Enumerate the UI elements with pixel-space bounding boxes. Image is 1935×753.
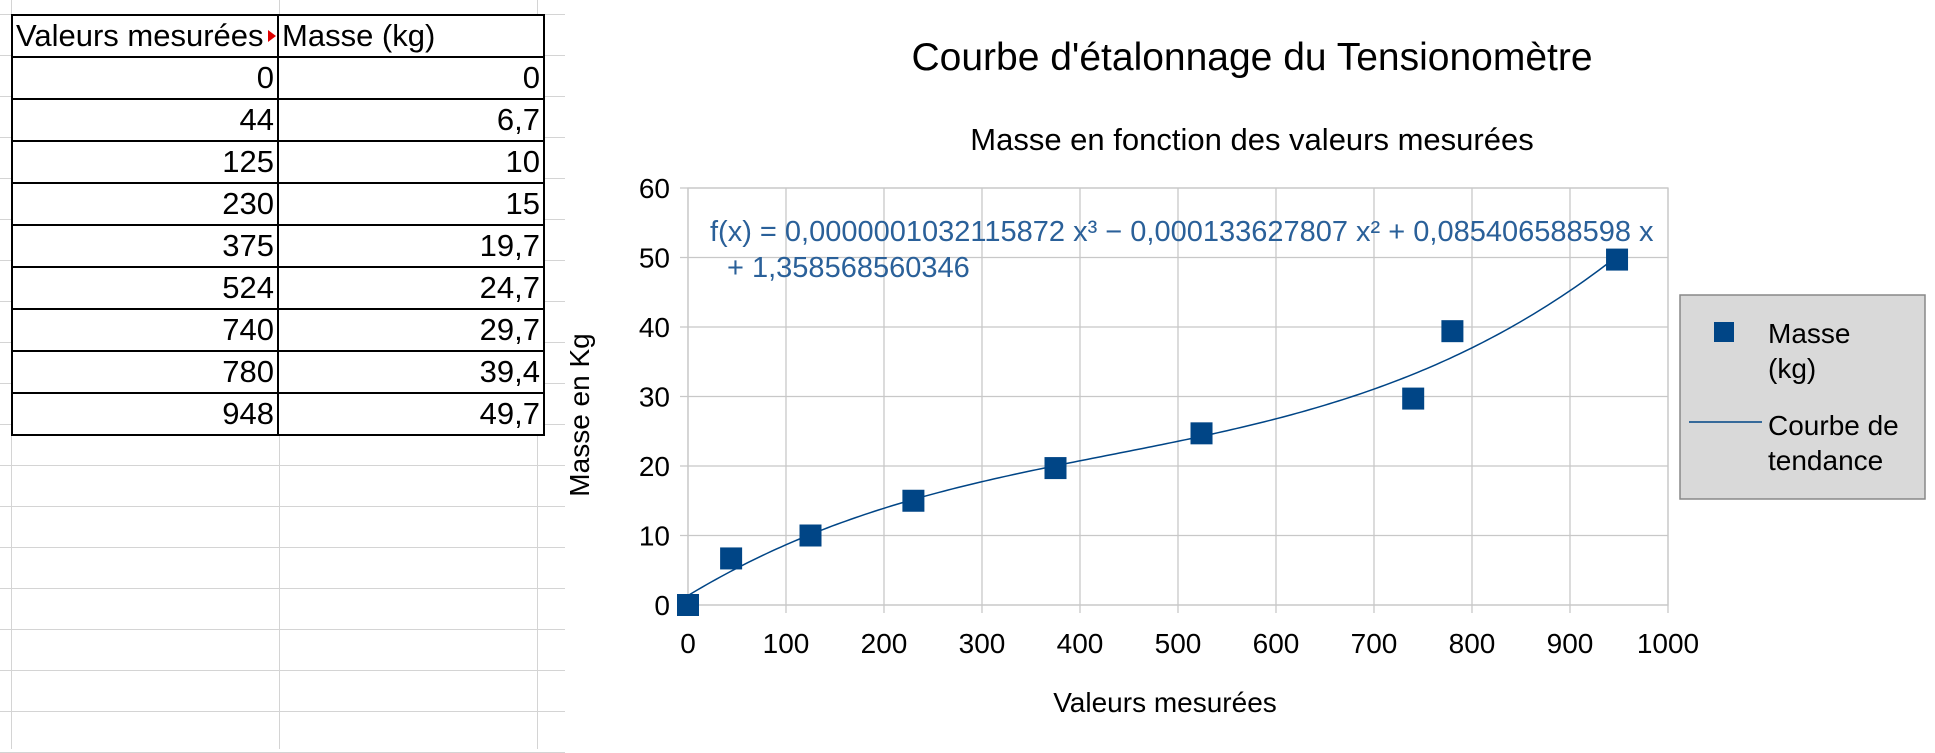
cell-masse[interactable]: 10: [277, 140, 545, 184]
cell-valeur-mesuree[interactable]: 230: [11, 182, 279, 226]
trendline: [687, 255, 1618, 597]
sheet-row-line: [0, 465, 565, 466]
data-point-3: [902, 489, 925, 512]
data-point-6: [1402, 387, 1425, 410]
legend-marker-square-icon: [1714, 322, 1734, 342]
y-tick-label: 60: [639, 173, 670, 204]
sheet-row-line: [0, 506, 565, 507]
cell-masse[interactable]: 39,4: [277, 350, 545, 394]
x-tick-label: 0: [680, 628, 696, 659]
trendline-curve: [687, 255, 1618, 597]
cell-masse[interactable]: 24,7: [277, 266, 545, 310]
data-points: [677, 248, 1629, 616]
y-tick-label: 0: [654, 590, 670, 621]
text-overflow-indicator: [268, 30, 276, 42]
x-tick-label: 900: [1547, 628, 1594, 659]
sheet-row-line: [0, 670, 565, 671]
x-tick-label: 1000: [1637, 628, 1699, 659]
y-tick-label: 20: [639, 451, 670, 482]
x-tick-label: 100: [763, 628, 810, 659]
data-point-2: [799, 524, 822, 547]
data-point-8: [1606, 248, 1629, 271]
x-axis-ticks: 0 100 200 300 400 500 600 700 800 900 1000: [680, 628, 1699, 659]
table-row: 524 24,7: [11, 266, 545, 310]
cell-valeur-mesuree[interactable]: 524: [11, 266, 279, 310]
data-point-5: [1190, 422, 1213, 445]
cell-masse[interactable]: 6,7: [277, 98, 545, 142]
cell-valeur-mesuree[interactable]: 740: [11, 308, 279, 352]
cell-valeur-mesuree[interactable]: 125: [11, 140, 279, 184]
y-tick-label: 30: [639, 382, 670, 413]
cell-masse[interactable]: 15: [277, 182, 545, 226]
x-axis-label: Valeurs mesurées: [1053, 687, 1277, 718]
x-tick-label: 800: [1449, 628, 1496, 659]
cell-valeur-mesuree[interactable]: 44: [11, 98, 279, 142]
cell-valeur-mesuree[interactable]: 375: [11, 224, 279, 268]
table-row: 948 49,7: [11, 392, 545, 436]
data-point-0: [677, 594, 699, 616]
equation-line-1: f(x) = 0,0000001032115872 x³ − 0,0001336…: [710, 216, 1654, 248]
cell-valeur-mesuree[interactable]: 0: [11, 56, 279, 100]
table-row: 230 15: [11, 182, 545, 226]
equation-line-2: + 1,358568560346: [727, 252, 970, 284]
legend-label-masse: Masse (kg): [1768, 318, 1858, 384]
table-row: 125 10: [11, 140, 545, 184]
cell-masse[interactable]: 29,7: [277, 308, 545, 352]
table-row: 740 29,7: [11, 308, 545, 352]
y-tick-label: 50: [639, 243, 670, 274]
sheet-row-line: [0, 629, 565, 630]
x-tick-label: 600: [1253, 628, 1300, 659]
cell-masse[interactable]: 19,7: [277, 224, 545, 268]
x-tick-label: 300: [959, 628, 1006, 659]
table-row: 44 6,7: [11, 98, 545, 142]
x-tick-label: 200: [861, 628, 908, 659]
legend-label-trendline: Courbe de tendance: [1768, 410, 1907, 476]
data-point-4: [1044, 457, 1067, 480]
cell-valeur-mesuree[interactable]: 780: [11, 350, 279, 394]
x-tick-label: 400: [1057, 628, 1104, 659]
data-point-7: [1441, 320, 1464, 343]
cell-masse[interactable]: 0: [277, 56, 545, 100]
x-tick-label: 500: [1155, 628, 1202, 659]
y-tick-label: 10: [639, 521, 670, 552]
y-tick-label: 40: [639, 312, 670, 343]
y-axis-ticks: 0 10 20 30 40 50 60: [639, 173, 670, 621]
x-tick-label: 700: [1351, 628, 1398, 659]
header-cell-valeurs[interactable]: Valeurs mesurées: [11, 14, 279, 58]
cell-masse[interactable]: 49,7: [277, 392, 545, 436]
plot-area-border: [687, 187, 1669, 606]
sheet-row-line: [0, 711, 565, 712]
data-table: Valeurs mesurées Masse (kg) 0 0 44 6,7 125 10…: [11, 14, 545, 436]
sheet-row-line: [0, 588, 565, 589]
table-header-row: Valeurs mesurées Masse (kg): [11, 14, 545, 58]
table-row: 375 19,7: [11, 224, 545, 268]
chart-title: Courbe d'étalonnage du Tensionomètre: [911, 36, 1592, 79]
header-cell-masse[interactable]: Masse (kg): [277, 14, 545, 58]
chart-gridlines: [680, 187, 1669, 613]
calibration-chart[interactable]: Courbe d'étalonnage du Tensionomètre Mas…: [565, 0, 1935, 749]
sheet-row-line: [0, 547, 565, 548]
y-axis-label: Masse en Kg: [565, 333, 595, 496]
table-row: 780 39,4: [11, 350, 545, 394]
cell-valeur-mesuree[interactable]: 948: [11, 392, 279, 436]
chart-legend[interactable]: Masse (kg) Courbe de tendance: [1679, 294, 1926, 500]
data-point-1: [720, 547, 743, 570]
chart-subtitle: Masse en fonction des valeurs mesurées: [970, 122, 1533, 157]
